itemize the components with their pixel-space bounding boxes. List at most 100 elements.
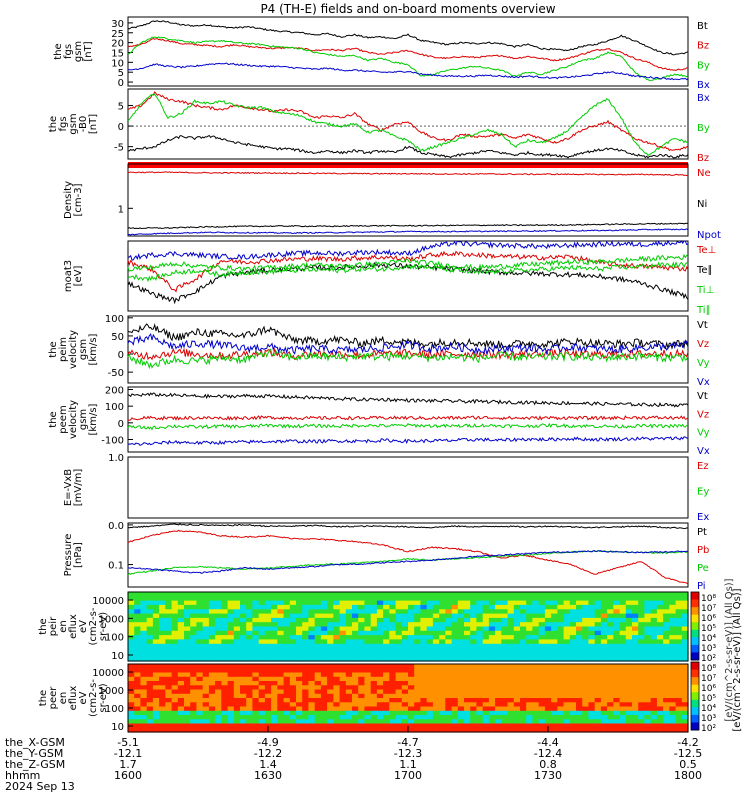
heatmap-cell xyxy=(128,719,135,725)
y-label-line: fgs xyxy=(63,44,74,59)
heatmap-cell xyxy=(582,664,589,669)
heatmap-cell xyxy=(663,685,670,691)
heatmap-cell xyxy=(507,668,515,674)
heatmap-cell xyxy=(196,685,204,691)
heatmap-cell xyxy=(364,617,372,623)
heatmap-cell xyxy=(408,693,415,699)
heatmap-cell xyxy=(594,698,602,703)
heatmap-cell xyxy=(208,672,216,678)
heatmap-cell xyxy=(233,592,241,597)
heatmap-cell xyxy=(395,643,403,649)
heatmap-cell xyxy=(146,630,154,636)
heatmap-cell xyxy=(470,715,477,720)
heatmap-cell xyxy=(134,648,141,653)
heatmap-cell xyxy=(221,617,229,623)
heatmap-cell xyxy=(675,600,683,606)
heatmap-cell xyxy=(650,630,658,636)
x-tick-label-y: -12.5 xyxy=(674,747,702,760)
heatmap-cell xyxy=(240,600,247,606)
heatmap-cell xyxy=(644,715,652,720)
heatmap-cell xyxy=(644,648,652,653)
heatmap-cell xyxy=(551,668,558,674)
heatmap-cell xyxy=(271,609,278,615)
heatmap-cell xyxy=(551,719,558,725)
heatmap-cell xyxy=(663,656,670,662)
heatmap-cell xyxy=(482,698,490,703)
heatmap-cell xyxy=(414,600,421,606)
heatmap-cell xyxy=(669,689,677,695)
heatmap-cell xyxy=(190,626,197,632)
heatmap-cell xyxy=(576,639,583,645)
heatmap-cell xyxy=(227,630,235,636)
heatmap-cell xyxy=(669,630,677,636)
heatmap-cell xyxy=(544,676,552,682)
heatmap-cell xyxy=(320,626,328,632)
heatmap-cell xyxy=(289,685,297,691)
heatmap-cell xyxy=(271,727,278,733)
heatmap-cell xyxy=(221,710,229,716)
heatmap-cell xyxy=(619,639,627,645)
heatmap-cell xyxy=(289,626,297,632)
heatmap-cell xyxy=(258,719,266,725)
heatmap-cell xyxy=(370,685,378,691)
heatmap-cell xyxy=(246,698,253,703)
heatmap-cell xyxy=(159,689,166,695)
heatmap-cell xyxy=(165,727,173,733)
heatmap-cell xyxy=(594,719,602,725)
heatmap-cell xyxy=(557,689,565,695)
heatmap-cell xyxy=(352,715,359,720)
heatmap-cell xyxy=(128,685,135,691)
heatmap-cell xyxy=(233,622,241,628)
heatmap-cell xyxy=(364,622,372,628)
heatmap-cell xyxy=(569,592,577,597)
heatmap-cell xyxy=(476,635,484,640)
y-tick-label: 10 xyxy=(111,651,124,662)
heatmap-cell xyxy=(333,698,341,703)
heatmap-cell xyxy=(488,727,496,733)
heatmap-cell xyxy=(638,719,645,725)
heatmap-cell xyxy=(289,622,297,628)
heatmap-cell xyxy=(600,706,608,712)
heatmap-cell xyxy=(171,609,179,615)
heatmap-cell xyxy=(600,681,608,686)
heatmap-cell xyxy=(283,630,291,636)
heatmap-cell xyxy=(650,715,658,720)
heatmap-cell xyxy=(389,672,397,678)
heatmap-cell xyxy=(445,710,453,716)
heatmap-cell xyxy=(152,668,160,674)
heatmap-cell xyxy=(625,698,633,703)
heatmap-cell xyxy=(370,698,378,703)
colorbar-swatch xyxy=(691,599,699,608)
heatmap-cell xyxy=(184,668,191,674)
heatmap-cell xyxy=(140,617,148,623)
heatmap-cell xyxy=(420,698,428,703)
heatmap-cell xyxy=(233,710,241,716)
heatmap-cell xyxy=(264,604,272,610)
heatmap-cell xyxy=(246,693,253,699)
heatmap-cell xyxy=(134,706,141,712)
heatmap-cell xyxy=(464,626,471,632)
heatmap-cell xyxy=(526,706,533,712)
heatmap-cell xyxy=(420,689,428,695)
y-label-line: velocity xyxy=(68,400,79,439)
heatmap-cell xyxy=(681,727,689,733)
heatmap-cell xyxy=(669,648,677,653)
heatmap-cell xyxy=(544,648,552,653)
heatmap-cell xyxy=(582,592,589,597)
heatmap-cell xyxy=(283,676,291,682)
heatmap-cell xyxy=(128,698,135,703)
heatmap-cell xyxy=(389,719,397,725)
heatmap-cell xyxy=(507,719,515,725)
series-Ti-line xyxy=(127,253,689,273)
heatmap-cell xyxy=(159,715,166,720)
heatmap-cell xyxy=(632,715,639,720)
heatmap-cell xyxy=(656,609,664,615)
heatmap-cell xyxy=(414,652,421,658)
heatmap-cell xyxy=(445,727,453,733)
heatmap-cell xyxy=(457,609,465,615)
heatmap-cell xyxy=(320,664,328,669)
legend-Ni: Ni xyxy=(697,199,707,210)
heatmap-cell xyxy=(320,676,328,682)
heatmap-cell xyxy=(302,689,309,695)
